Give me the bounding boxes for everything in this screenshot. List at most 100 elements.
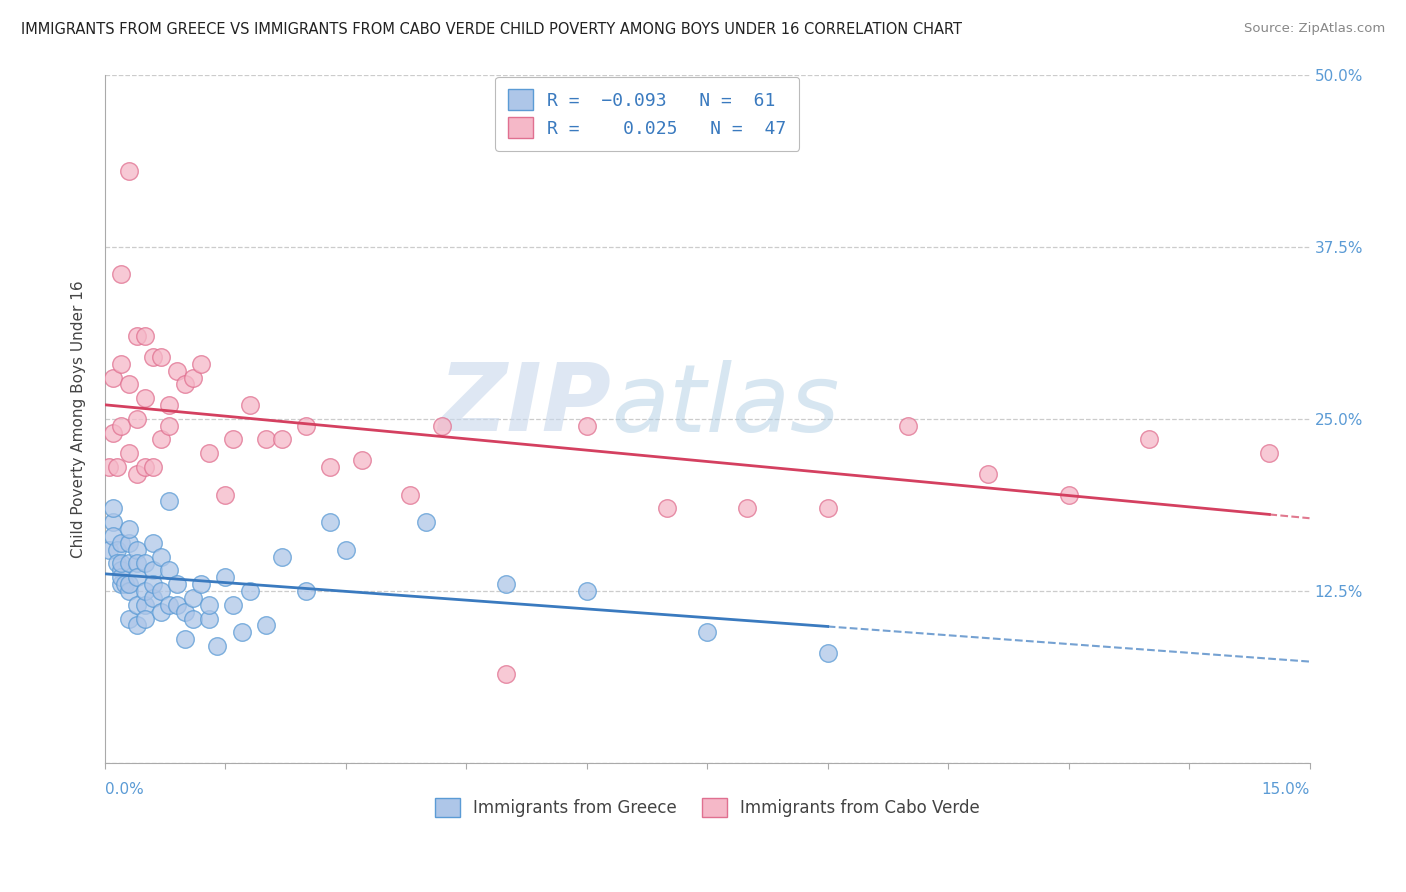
Point <box>118 611 141 625</box>
Point <box>207 639 229 653</box>
Point <box>150 584 173 599</box>
Point <box>1057 487 1080 501</box>
Point <box>174 632 197 647</box>
Point <box>350 453 373 467</box>
Point <box>142 563 165 577</box>
Point <box>142 350 165 364</box>
Point <box>134 460 156 475</box>
Point <box>198 611 221 625</box>
Point <box>166 577 188 591</box>
Point <box>101 529 124 543</box>
Point <box>222 433 245 447</box>
Point <box>134 329 156 343</box>
Point <box>157 494 180 508</box>
Point <box>110 418 132 433</box>
Point <box>127 329 149 343</box>
Point <box>214 570 236 584</box>
Point <box>118 535 141 549</box>
Text: atlas: atlas <box>610 359 839 450</box>
Point <box>655 501 678 516</box>
Point <box>817 646 839 660</box>
Point <box>198 446 221 460</box>
Point <box>127 618 149 632</box>
Point <box>238 398 260 412</box>
Point <box>737 501 759 516</box>
Point <box>110 570 132 584</box>
Point <box>166 363 188 377</box>
Point <box>1258 446 1281 460</box>
Point <box>110 357 132 371</box>
Point <box>142 460 165 475</box>
Point <box>432 418 454 433</box>
Text: IMMIGRANTS FROM GREECE VS IMMIGRANTS FROM CABO VERDE CHILD POVERTY AMONG BOYS UN: IMMIGRANTS FROM GREECE VS IMMIGRANTS FRO… <box>21 22 962 37</box>
Point <box>696 625 718 640</box>
Text: Source: ZipAtlas.com: Source: ZipAtlas.com <box>1244 22 1385 36</box>
Point <box>575 418 598 433</box>
Point <box>231 625 253 640</box>
Point <box>817 501 839 516</box>
Point <box>174 377 197 392</box>
Point <box>101 515 124 529</box>
Point <box>198 598 221 612</box>
Point <box>181 370 204 384</box>
Point <box>399 487 422 501</box>
Point <box>157 563 180 577</box>
Point <box>127 570 149 584</box>
Point <box>101 501 124 516</box>
Point <box>157 598 180 612</box>
Point <box>101 425 124 440</box>
Point <box>110 557 132 571</box>
Point <box>127 598 149 612</box>
Text: ZIP: ZIP <box>439 359 610 451</box>
Point <box>897 418 920 433</box>
Point <box>134 584 156 599</box>
Point <box>270 549 292 564</box>
Point <box>127 412 149 426</box>
Point <box>495 577 517 591</box>
Point <box>127 542 149 557</box>
Point <box>294 584 316 599</box>
Point <box>270 433 292 447</box>
Point <box>127 467 149 481</box>
Point <box>114 577 136 591</box>
Point <box>142 591 165 605</box>
Point <box>118 377 141 392</box>
Point <box>105 542 128 557</box>
Point <box>214 487 236 501</box>
Point <box>105 460 128 475</box>
Point <box>181 591 204 605</box>
Point <box>118 577 141 591</box>
Point <box>150 605 173 619</box>
Point <box>118 522 141 536</box>
Text: 15.0%: 15.0% <box>1261 782 1309 797</box>
Point <box>142 535 165 549</box>
Point <box>495 666 517 681</box>
Point <box>575 584 598 599</box>
Point <box>174 605 197 619</box>
Point <box>319 460 342 475</box>
Point <box>319 515 342 529</box>
Point <box>110 267 132 281</box>
Point <box>118 557 141 571</box>
Point <box>118 584 141 599</box>
Point <box>134 391 156 405</box>
Point <box>127 557 149 571</box>
Point <box>238 584 260 599</box>
Point <box>134 557 156 571</box>
Point <box>222 598 245 612</box>
Point <box>190 357 212 371</box>
Point <box>134 598 156 612</box>
Point <box>190 577 212 591</box>
Point <box>142 577 165 591</box>
Legend: Immigrants from Greece, Immigrants from Cabo Verde: Immigrants from Greece, Immigrants from … <box>427 791 987 823</box>
Point <box>134 611 156 625</box>
Point <box>415 515 437 529</box>
Point <box>110 535 132 549</box>
Point <box>118 446 141 460</box>
Point <box>110 563 132 577</box>
Point <box>181 611 204 625</box>
Point <box>150 433 173 447</box>
Point <box>1137 433 1160 447</box>
Point <box>150 350 173 364</box>
Point <box>98 542 121 557</box>
